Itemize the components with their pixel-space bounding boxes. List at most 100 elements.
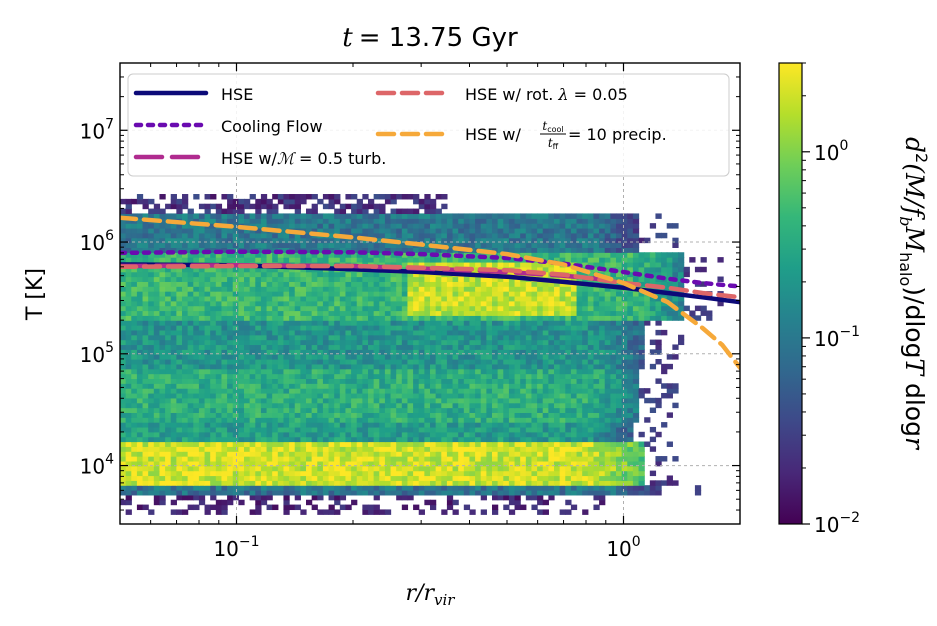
heatmap-cell [554,291,561,297]
heatmap-cell [153,383,161,389]
heatmap-cell [458,261,465,268]
heatmap-cell [627,465,634,472]
heatmap-cell [159,470,166,477]
heatmap-cell [559,417,566,423]
heatmap-cell [317,470,324,477]
heatmap-cell [351,417,358,423]
heatmap-cell [260,480,268,486]
heatmap-cell [570,257,578,263]
heatmap-cell [317,388,324,394]
heatmap-cell [531,475,538,481]
heatmap-cell [655,320,662,326]
heatmap-cell [356,456,363,462]
heatmap-cell [277,422,285,428]
heatmap-cell [627,291,634,297]
heatmap-cell [170,281,177,287]
heatmap-cell [125,460,132,467]
heatmap-cell [570,349,578,355]
heatmap-cell [187,446,194,452]
heatmap-cell [322,344,330,350]
heatmap-cell [266,494,273,501]
heatmap-cell [277,295,285,302]
heatmap-cell [289,460,296,467]
heatmap-cell [582,431,589,438]
heatmap-cell [283,349,290,355]
heatmap-cell [136,320,144,326]
heatmap-cell [210,247,217,253]
heatmap-cell [401,354,409,360]
heatmap-cell [401,310,409,316]
heatmap-cell [187,494,194,501]
heatmap-cell [407,261,414,268]
heatmap-cell [458,373,465,380]
heatmap-cell [142,460,149,467]
heatmap-cell [328,494,335,501]
heatmap-cell [559,291,566,297]
heatmap-cell [559,373,566,380]
heatmap-cell [255,431,262,438]
heatmap-cell [463,320,471,326]
heatmap-cell [266,257,273,263]
heatmap-cell [294,407,301,413]
heatmap-cell [452,480,459,486]
heatmap-cell [435,412,442,418]
heatmap-cell [176,460,183,467]
heatmap-cell [379,300,386,307]
heatmap-cell [593,451,600,457]
heatmap-cell [503,475,510,481]
heatmap-cell [193,490,200,496]
heatmap-cell [520,460,527,467]
heatmap-cell [587,252,595,258]
heatmap-cell [136,407,144,413]
heatmap-cell [153,441,161,447]
heatmap-cell [717,257,724,263]
heatmap-cell [480,378,487,384]
heatmap-cell [368,363,375,370]
heatmap-cell [565,475,572,481]
heatmap-cell [486,431,493,438]
heatmap-cell [159,494,166,501]
heatmap-cell [554,436,561,443]
heatmap-cell [238,295,245,302]
heatmap-cell [542,456,549,462]
heatmap-cell [153,422,161,428]
heatmap-cell [576,363,583,370]
heatmap-cell [570,470,578,477]
heatmap-cell [176,436,183,443]
heatmap-cell [221,436,228,443]
heatmap-cell [554,359,561,365]
heatmap-cell [227,456,234,462]
heatmap-cell [238,281,245,287]
heatmap-cell [277,334,285,341]
heatmap-cell [317,363,324,370]
heatmap-cell [508,407,516,413]
heatmap-cell [351,363,358,370]
heatmap-cell [300,325,307,331]
heatmap-cell [661,281,668,287]
heatmap-cell [272,320,279,326]
heatmap-cell [413,451,420,457]
heatmap-cell [249,451,256,457]
heatmap-cell [537,460,544,467]
heatmap-cell [452,426,459,433]
heatmap-cell [311,334,318,341]
heatmap-cell [508,344,516,350]
heatmap-cell [587,446,595,452]
heatmap-cell [227,320,234,326]
heatmap-cell [165,252,172,258]
heatmap-cell [542,339,549,346]
heatmap-cell [548,456,555,462]
heatmap-cell [520,266,527,273]
heatmap-cell [300,412,307,418]
heatmap-cell [272,300,279,307]
heatmap-cell [368,417,375,423]
heatmap-cell [255,388,262,394]
heatmap-cell [351,315,358,321]
heatmap-cell [221,465,228,472]
heatmap-cell [215,320,223,326]
heatmap-cell [300,339,307,346]
heatmap-cell [486,392,493,399]
heatmap-cell [621,383,628,389]
heatmap-cell [176,378,183,384]
heatmap-cell [289,407,296,413]
